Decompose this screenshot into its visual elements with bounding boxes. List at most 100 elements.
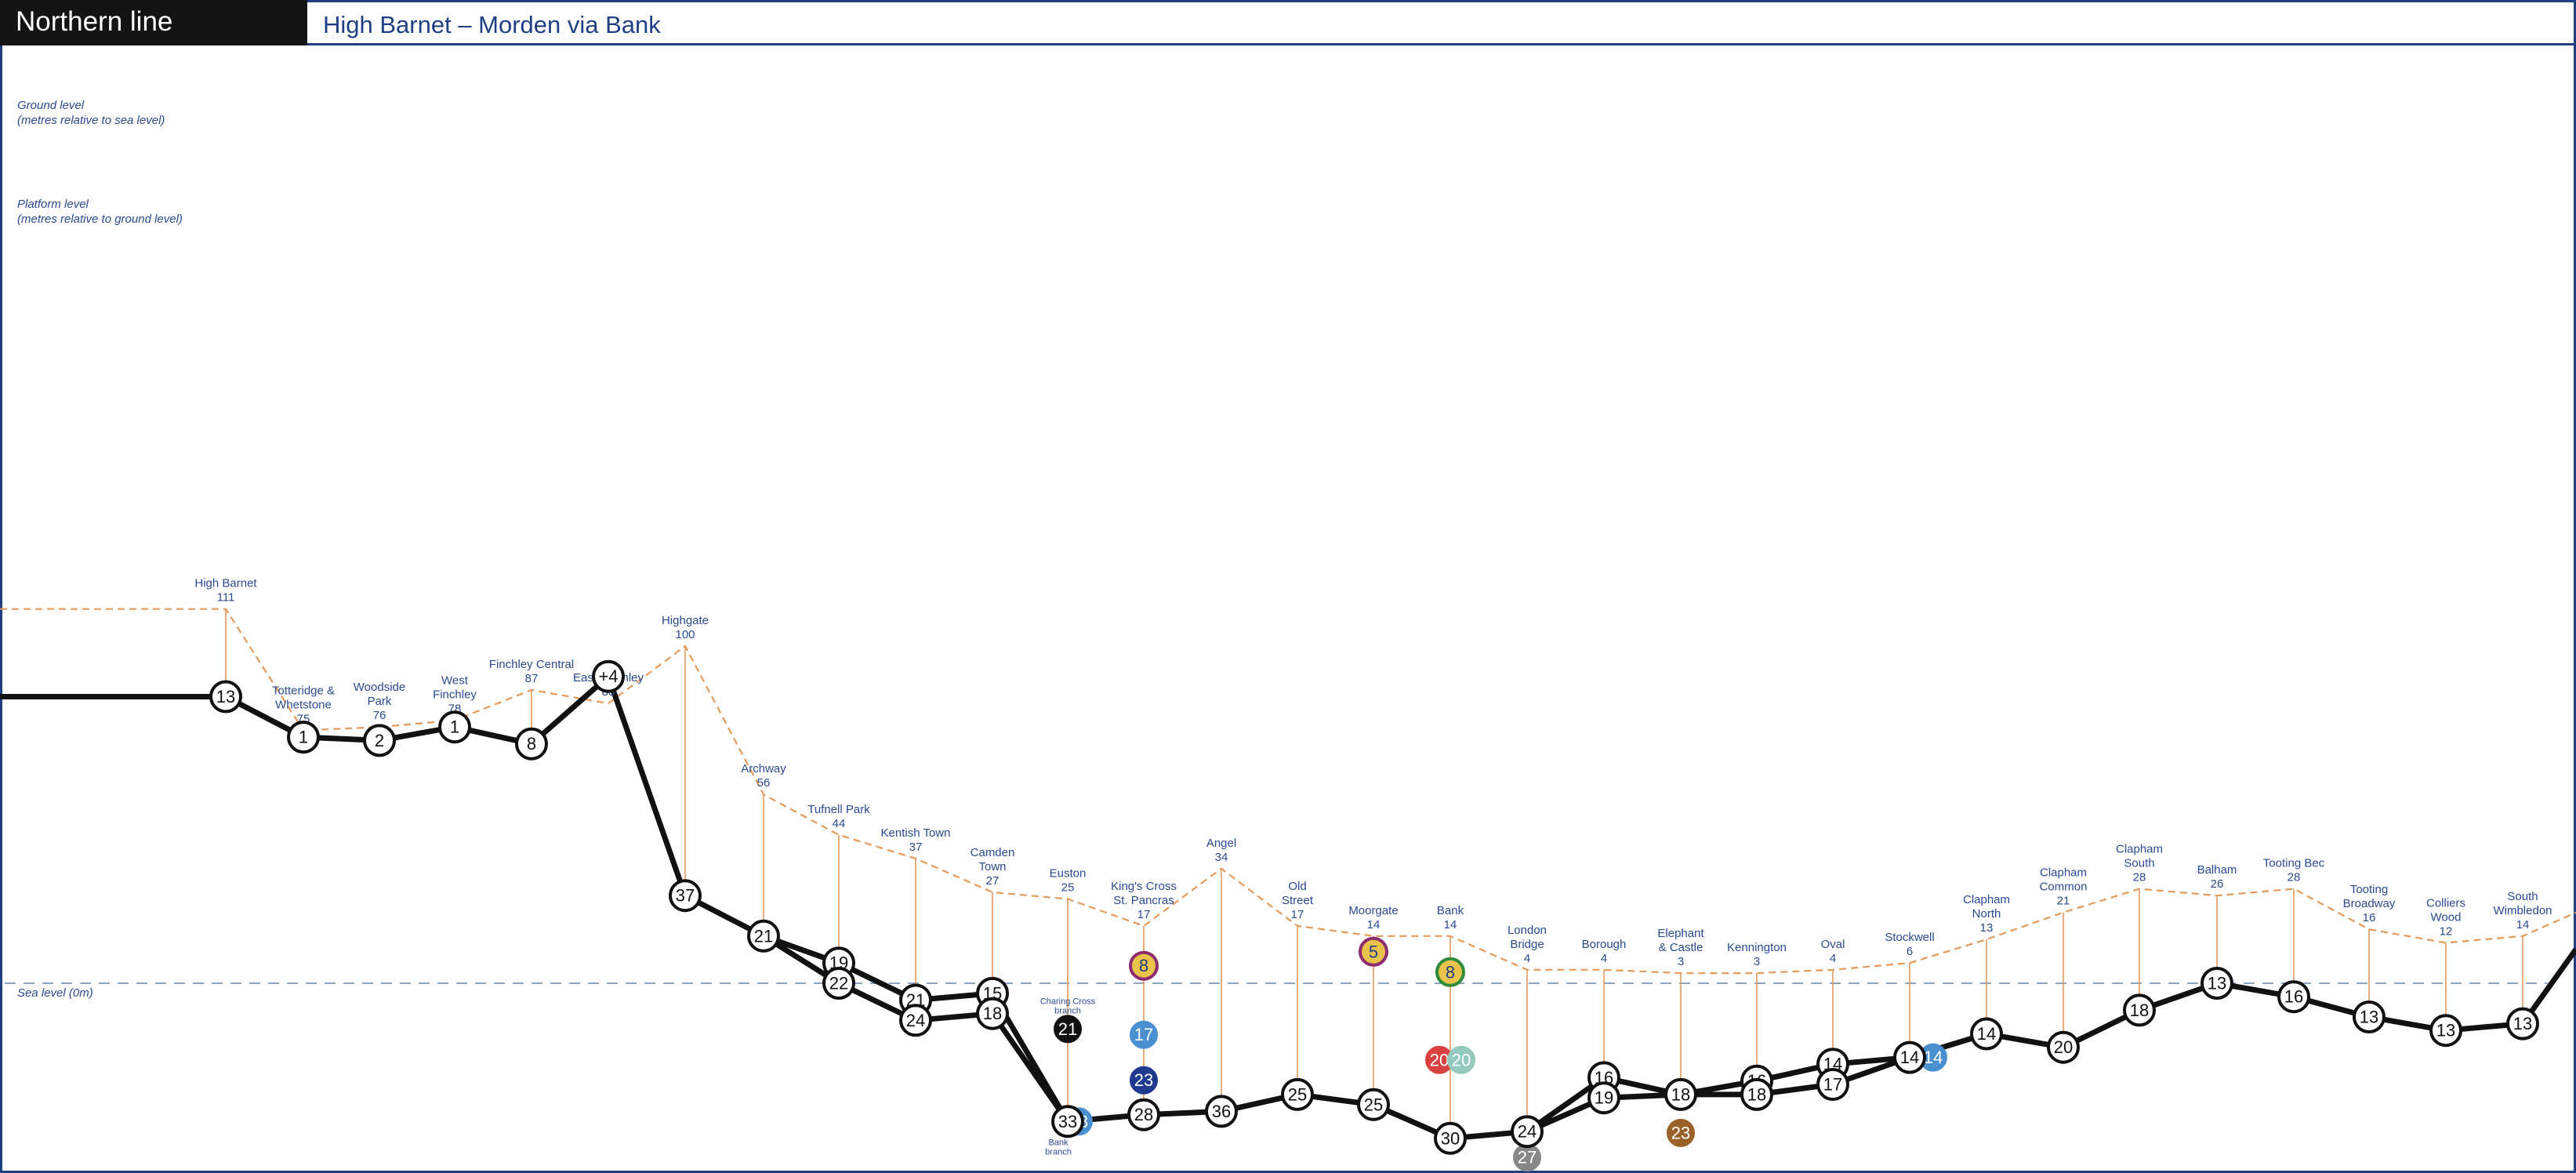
station-label-finchley-central: Finchley Central 87 bbox=[489, 658, 574, 685]
platform-node-oval-2: 17 bbox=[1816, 1068, 1849, 1101]
interchange-king-s-cross-st-pancras-8: 8 bbox=[1129, 950, 1159, 981]
platform-node-finchley-central: 8 bbox=[515, 727, 548, 761]
svg-text:20: 20 bbox=[1430, 1050, 1449, 1070]
station-label-high-barnet: High Barnet 111 bbox=[194, 577, 257, 605]
interchange-elephant-castle-23: 23 bbox=[1667, 1118, 1695, 1147]
svg-text:1: 1 bbox=[299, 728, 308, 747]
platform-node-tooting-broadway: 13 bbox=[2353, 1000, 2386, 1033]
svg-text:27: 27 bbox=[1518, 1148, 1537, 1168]
svg-text:14: 14 bbox=[1900, 1048, 1919, 1067]
station-label-stockwell: Stockwell 6 bbox=[1885, 931, 1934, 958]
station-label-old-street: Old Street 17 bbox=[1282, 880, 1314, 921]
interchange-moorgate-5: 5 bbox=[1359, 936, 1388, 967]
svg-text:18: 18 bbox=[983, 1004, 1002, 1023]
interchange-bank-20: 20 bbox=[1447, 1045, 1475, 1074]
svg-text:24: 24 bbox=[906, 1011, 925, 1030]
platform-node-stockwell: 14 bbox=[1893, 1040, 1926, 1074]
svg-text:13: 13 bbox=[216, 687, 235, 706]
platform-node-kennington-2: 18 bbox=[1740, 1077, 1773, 1111]
svg-text:17: 17 bbox=[1134, 1025, 1153, 1044]
station-label-balham: Balham 26 bbox=[2197, 863, 2237, 891]
svg-text:20: 20 bbox=[2054, 1037, 2073, 1057]
station-label-tooting-bec: Tooting Bec 28 bbox=[2263, 857, 2325, 884]
station-label-euston: Euston 25 bbox=[1050, 867, 1087, 895]
platform-level-label: Platform level bbox=[17, 198, 89, 211]
station-label-camden-town: Camden Town 27 bbox=[971, 846, 1015, 888]
branch-notes: Charing Cross branch Bank branch bbox=[1040, 997, 1096, 1157]
station-label-west-finchley: West Finchley 78 bbox=[433, 674, 477, 716]
platform-node-balham: 13 bbox=[2200, 967, 2233, 1000]
station-label-borough: Borough 4 bbox=[1582, 938, 1627, 965]
track-segment bbox=[605, 674, 688, 899]
ground-profile-line bbox=[0, 608, 2576, 975]
svg-text:28: 28 bbox=[1134, 1105, 1153, 1124]
station-labels: High Barnet 111 Totteridge & Whetstone 75 Woo… bbox=[194, 577, 2552, 968]
svg-text:25: 25 bbox=[1364, 1095, 1383, 1114]
platform-node-south-wimbledon: 13 bbox=[2506, 1007, 2539, 1040]
station-label-tooting-broadway: Tooting Broadway 16 bbox=[2343, 883, 2396, 924]
platform-node-borough-2: 19 bbox=[1587, 1081, 1620, 1115]
platform-level-note: (metres relative to ground level) bbox=[17, 212, 183, 226]
station-label-totteridge-whetstone: Totteridge & Whetstone 75 bbox=[272, 685, 335, 726]
header-bar: Northern line High Barnet – Morden via B… bbox=[0, 0, 2576, 45]
station-label-elephant-castle: Elephant & Castle 3 bbox=[1657, 927, 1704, 968]
line-name-box: Northern line bbox=[0, 0, 307, 45]
station-label-woodside-park: Woodside Park 76 bbox=[354, 681, 405, 722]
platform-node-clapham-common: 20 bbox=[2047, 1030, 2080, 1064]
svg-text:2: 2 bbox=[375, 731, 384, 750]
platform-node-clapham-north: 14 bbox=[1970, 1017, 2003, 1051]
svg-text:33: 33 bbox=[1058, 1112, 1077, 1131]
svg-text:14: 14 bbox=[1924, 1048, 1943, 1067]
svg-text:8: 8 bbox=[1446, 962, 1455, 982]
svg-text:+4: +4 bbox=[598, 666, 618, 686]
interchange-bank-20: 20 bbox=[1425, 1045, 1453, 1074]
platform-node-clapham-south: 18 bbox=[2123, 993, 2156, 1027]
platform-node-camden-town-2: 18 bbox=[976, 997, 1009, 1030]
station-label-tufnell-park: Tufnell Park 44 bbox=[807, 803, 870, 830]
platform-node-euston: 33 bbox=[1051, 1105, 1084, 1138]
svg-text:13: 13 bbox=[2208, 974, 2226, 993]
platform-node-highgate: 37 bbox=[669, 879, 702, 913]
interchange-london-bridge-27: 27 bbox=[1513, 1143, 1541, 1172]
platform-node-totteridge-whetstone: 1 bbox=[287, 721, 320, 754]
svg-text:23: 23 bbox=[1671, 1123, 1690, 1142]
station-label-kennington: Kennington 3 bbox=[1727, 941, 1787, 968]
branch-note-bank: Bank branch bbox=[1045, 1138, 1072, 1157]
svg-text:19: 19 bbox=[1595, 1088, 1613, 1108]
station-label-highgate: Highgate 100 bbox=[662, 614, 709, 641]
track-segment bbox=[989, 1011, 1071, 1124]
platform-node-london-bridge: 24 bbox=[1511, 1115, 1544, 1149]
platform-node-colliers-wood: 13 bbox=[2429, 1014, 2462, 1048]
svg-text:25: 25 bbox=[1288, 1084, 1307, 1104]
platform-node-old-street: 25 bbox=[1281, 1077, 1314, 1111]
platform-node-archway: 21 bbox=[747, 919, 780, 953]
svg-text:17: 17 bbox=[1823, 1075, 1842, 1095]
branch-note-charing-cross: Charing Cross branch bbox=[1040, 997, 1096, 1015]
station-label-london-bridge: London Bridge 4 bbox=[1508, 924, 1547, 965]
platform-node-high-barnet: 13 bbox=[209, 680, 242, 714]
station-label-colliers-wood: Colliers Wood 12 bbox=[2426, 896, 2465, 938]
svg-text:16: 16 bbox=[2284, 987, 2303, 1007]
svg-text:37: 37 bbox=[676, 886, 695, 906]
interchange-king-s-cross-st-pancras-17: 17 bbox=[1130, 1020, 1158, 1049]
station-label-kentish-town: Kentish Town 37 bbox=[881, 826, 951, 854]
legend: Ground level (metres relative to sea lev… bbox=[17, 99, 183, 1000]
track-segment bbox=[528, 674, 611, 747]
station-label-angel: Angel 34 bbox=[1206, 837, 1236, 864]
depth-connectors bbox=[225, 608, 2523, 1124]
svg-text:24: 24 bbox=[1518, 1122, 1537, 1142]
svg-text:13: 13 bbox=[2360, 1008, 2378, 1027]
route-title: High Barnet – Morden via Bank bbox=[323, 11, 661, 38]
platform-node-kentish-town-2: 24 bbox=[899, 1004, 932, 1037]
station-label-clapham-common: Clapham Common 21 bbox=[2040, 866, 2088, 908]
interchange-stockwell-14: 14 bbox=[1919, 1043, 1947, 1072]
svg-text:21: 21 bbox=[1058, 1019, 1077, 1039]
platform-node-tooting-bec: 16 bbox=[2277, 980, 2310, 1014]
platform-node-woodside-park: 2 bbox=[363, 724, 396, 757]
svg-text:22: 22 bbox=[829, 974, 848, 993]
platform-node-moorgate: 25 bbox=[1357, 1088, 1390, 1121]
svg-text:20: 20 bbox=[1452, 1050, 1471, 1070]
platform-node-west-finchley: 1 bbox=[438, 710, 471, 744]
